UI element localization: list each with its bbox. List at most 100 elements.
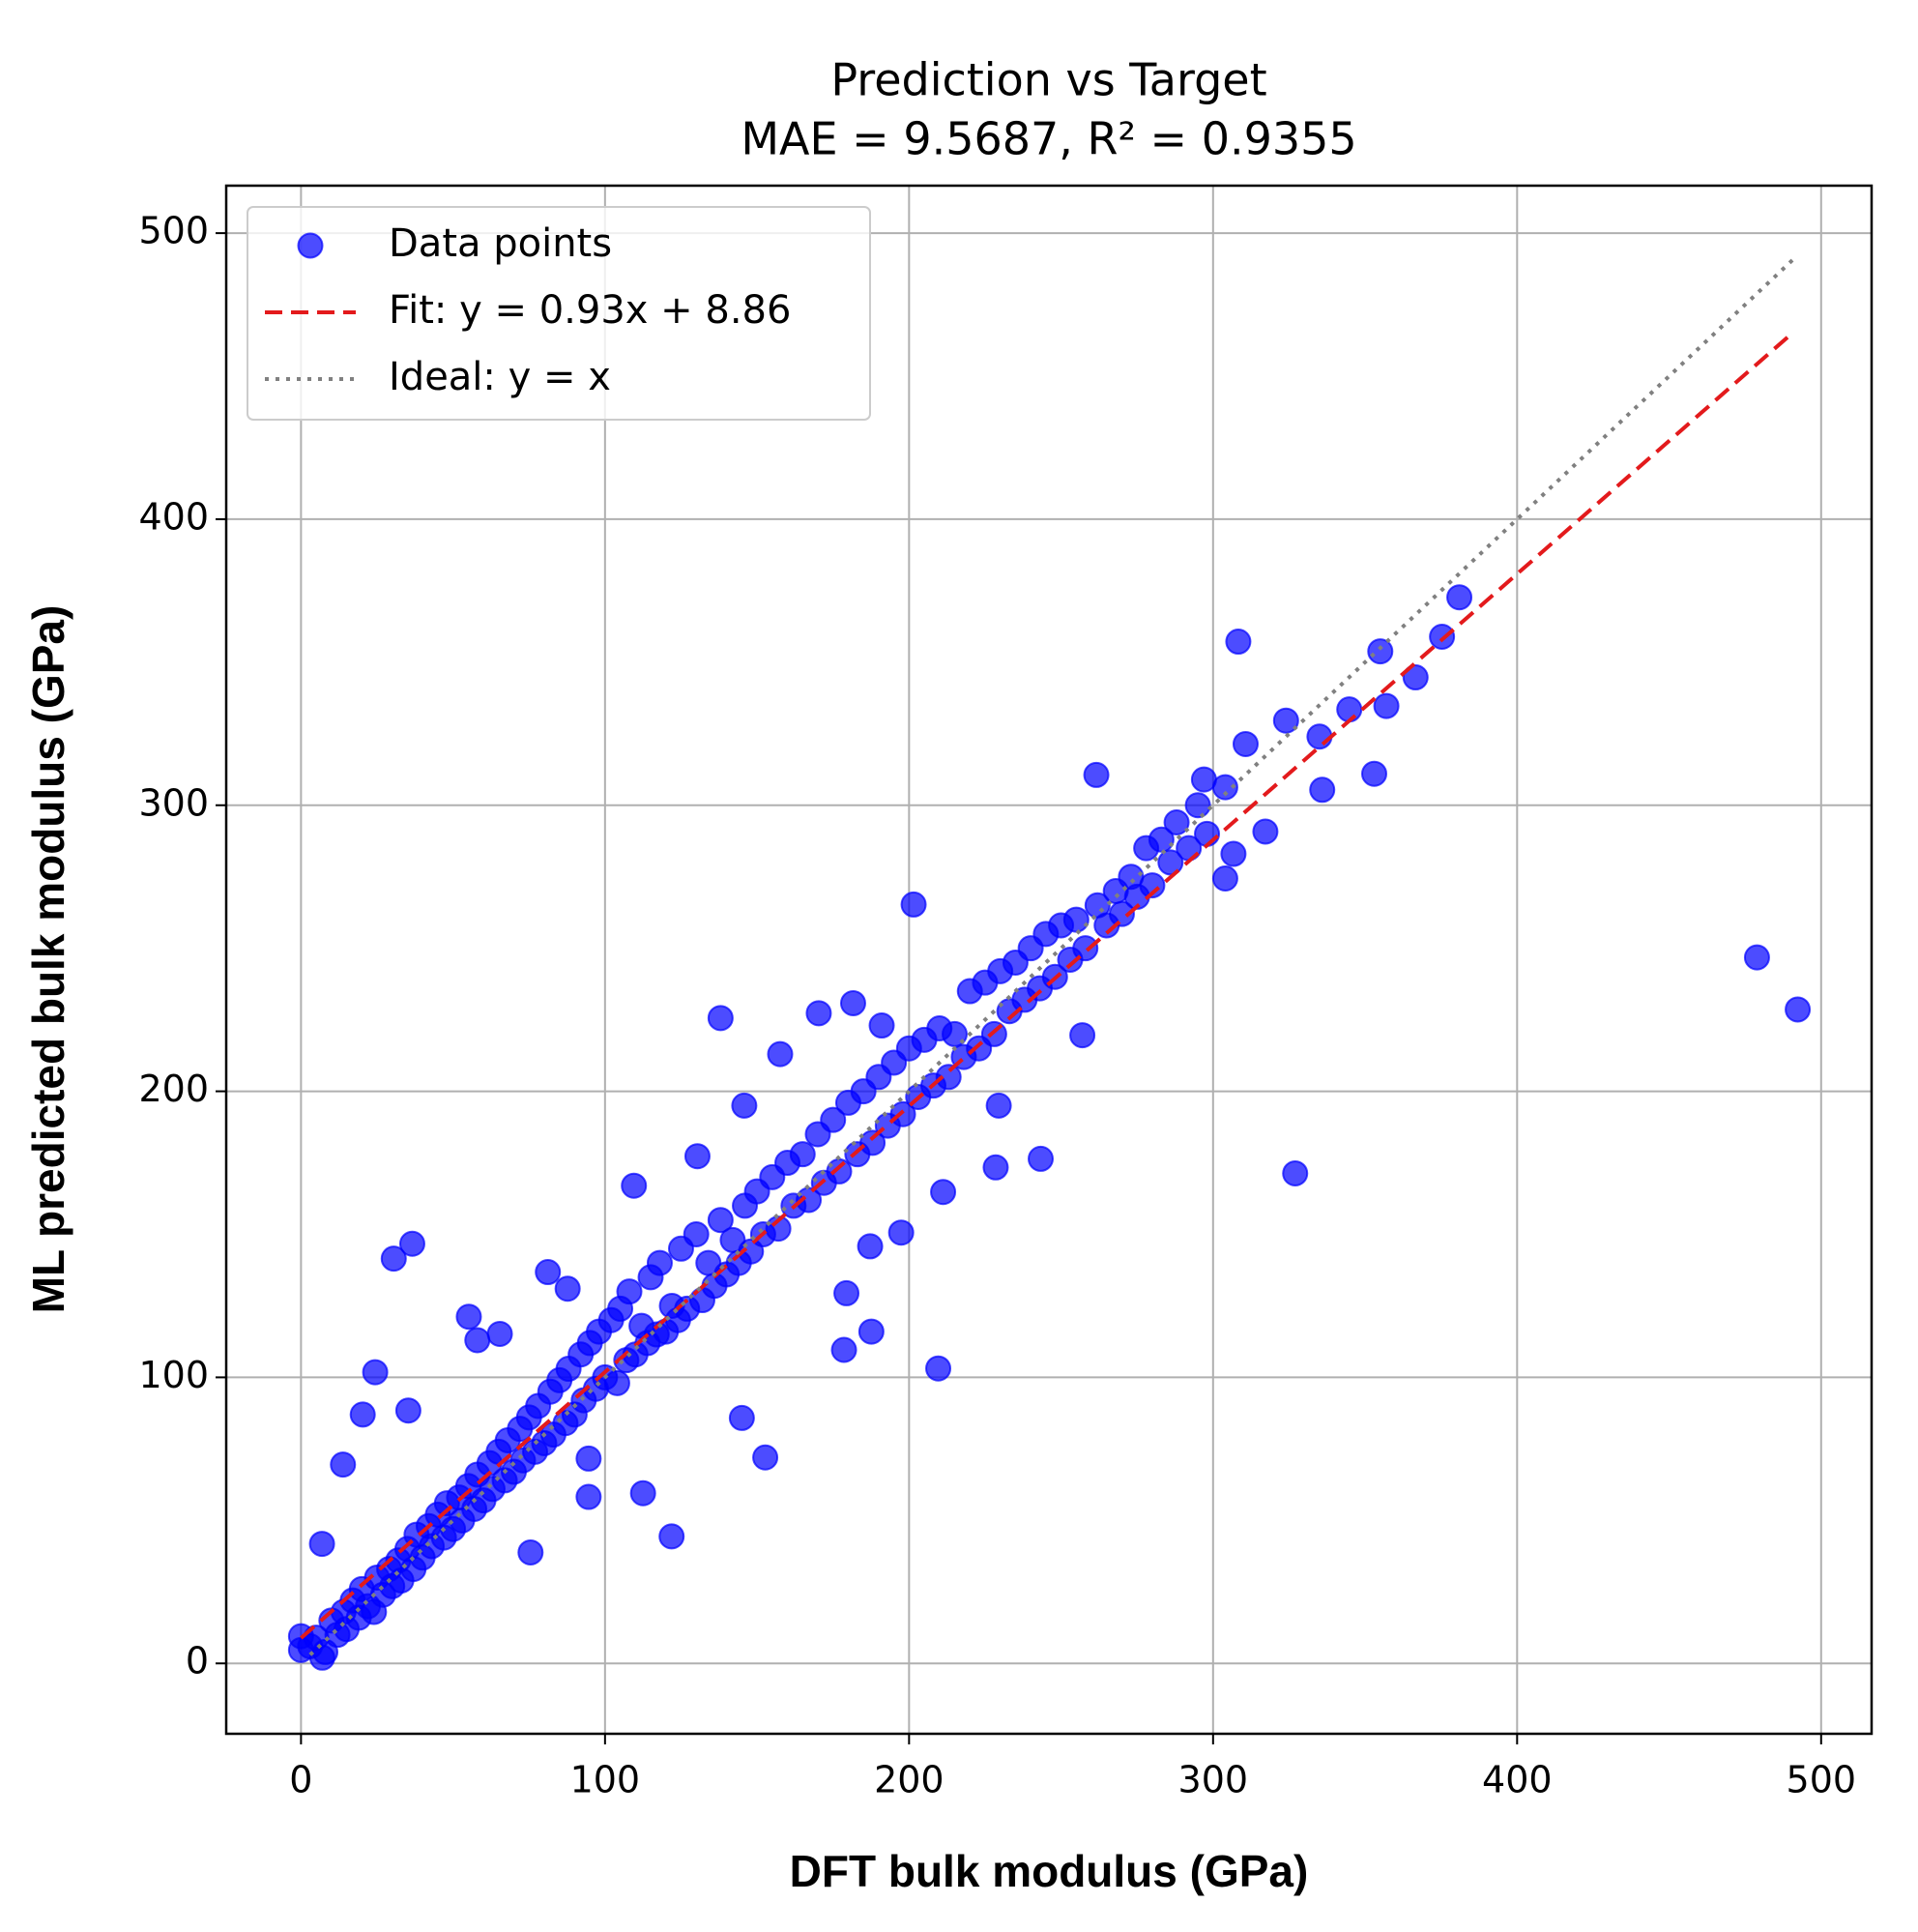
- data-point: [707, 1005, 734, 1032]
- data-point: [839, 989, 866, 1016]
- data-point: [1232, 730, 1259, 757]
- data-point: [1402, 664, 1429, 691]
- data-point: [1306, 723, 1333, 750]
- data-point: [1163, 809, 1190, 836]
- data-point: [398, 1230, 425, 1257]
- data-point: [982, 1154, 1009, 1181]
- legend-label: Ideal: y = x: [389, 355, 611, 399]
- data-point: [1220, 840, 1247, 867]
- data-point: [985, 1092, 1012, 1119]
- y-tick-label: 500: [138, 210, 209, 252]
- data-point: [820, 1106, 847, 1133]
- data-point: [805, 1000, 832, 1027]
- data-point: [1225, 629, 1252, 656]
- data-point: [1072, 935, 1099, 962]
- data-point: [833, 1279, 860, 1306]
- data-point: [1361, 760, 1388, 787]
- x-tick-label: 300: [1178, 1759, 1249, 1801]
- data-point: [646, 1249, 673, 1276]
- data-point: [859, 1129, 886, 1156]
- data-point: [1108, 900, 1135, 927]
- data-point: [1194, 820, 1221, 847]
- data-point: [789, 1141, 816, 1168]
- data-point: [728, 1404, 755, 1431]
- data-point: [1309, 776, 1336, 804]
- legend-label: Fit: y = 0.93x + 8.86: [389, 288, 791, 333]
- x-axis-label: DFT bulk modulus (GPa): [790, 1846, 1309, 1896]
- data-point: [1446, 584, 1473, 611]
- data-point: [980, 1020, 1007, 1047]
- data-point: [857, 1233, 884, 1260]
- data-point: [1367, 638, 1394, 665]
- data-point: [1429, 624, 1456, 651]
- chart-subtitle: MAE = 9.5687, R² = 0.9355: [741, 113, 1356, 165]
- data-point: [1184, 792, 1211, 819]
- data-point: [868, 1012, 895, 1039]
- x-tick-label: 100: [570, 1759, 641, 1801]
- data-point: [464, 1327, 491, 1354]
- legend-box: [247, 206, 871, 421]
- y-tick-label: 300: [138, 781, 209, 824]
- x-tick-label: 200: [874, 1759, 944, 1801]
- data-point: [683, 1143, 711, 1170]
- data-point: [535, 1259, 562, 1286]
- data-point: [1028, 1145, 1055, 1172]
- data-point: [394, 1397, 421, 1424]
- data-point: [857, 1318, 885, 1345]
- data-point: [621, 1172, 648, 1199]
- legend-label: Data points: [389, 221, 612, 266]
- data-point: [1069, 1022, 1096, 1049]
- data-point: [1190, 766, 1217, 793]
- data-point: [930, 1179, 957, 1206]
- axes-frame: [224, 184, 1874, 1736]
- data-point: [616, 1278, 643, 1305]
- legend-marker: [297, 232, 324, 259]
- data-point: [1743, 944, 1770, 971]
- data-point: [889, 1100, 916, 1127]
- data-point: [1282, 1159, 1309, 1186]
- data-point: [1083, 761, 1110, 788]
- data-point: [900, 891, 927, 918]
- y-tick-label: 200: [138, 1068, 209, 1110]
- data-point: [517, 1538, 544, 1566]
- data-point: [658, 1523, 685, 1550]
- legend: Data points Fit: y = 0.93x + 8.86 Ideal: y…: [247, 206, 871, 421]
- data-point: [1252, 818, 1279, 845]
- data-point: [603, 1369, 630, 1396]
- x-tick-label: 500: [1787, 1759, 1857, 1801]
- y-axis-label: ML predicted bulk modulus (GPa): [23, 605, 73, 1314]
- data-point: [455, 1303, 482, 1331]
- y-tick-label: 100: [138, 1354, 209, 1396]
- data-point: [752, 1444, 779, 1471]
- data-point: [575, 1445, 602, 1472]
- data-point: [1373, 692, 1400, 719]
- data-point: [1062, 906, 1090, 933]
- plot-area: [287, 257, 1812, 1671]
- data-point: [925, 1355, 952, 1382]
- data-point: [362, 1359, 389, 1386]
- data-point: [575, 1483, 602, 1510]
- data-point: [554, 1275, 581, 1303]
- data-point: [707, 1207, 734, 1234]
- data-point: [486, 1320, 513, 1347]
- data-point: [767, 1040, 794, 1068]
- data-point: [731, 1092, 758, 1119]
- data-point: [887, 1219, 915, 1246]
- data-point: [1272, 707, 1299, 734]
- data-point: [830, 1336, 857, 1363]
- series-line: [300, 330, 1795, 1640]
- y-tick-label: 0: [186, 1640, 209, 1683]
- data-point: [1139, 872, 1166, 899]
- data-point: [683, 1220, 710, 1247]
- data-point: [1211, 864, 1238, 892]
- chart-title: Prediction vs Target: [830, 54, 1266, 106]
- data-point: [380, 1245, 407, 1273]
- data-point: [935, 1064, 962, 1091]
- data-point: [308, 1531, 335, 1558]
- data-point: [1157, 849, 1184, 876]
- data-point: [1785, 996, 1812, 1023]
- x-tick-label: 0: [289, 1759, 312, 1801]
- data-point: [330, 1451, 357, 1478]
